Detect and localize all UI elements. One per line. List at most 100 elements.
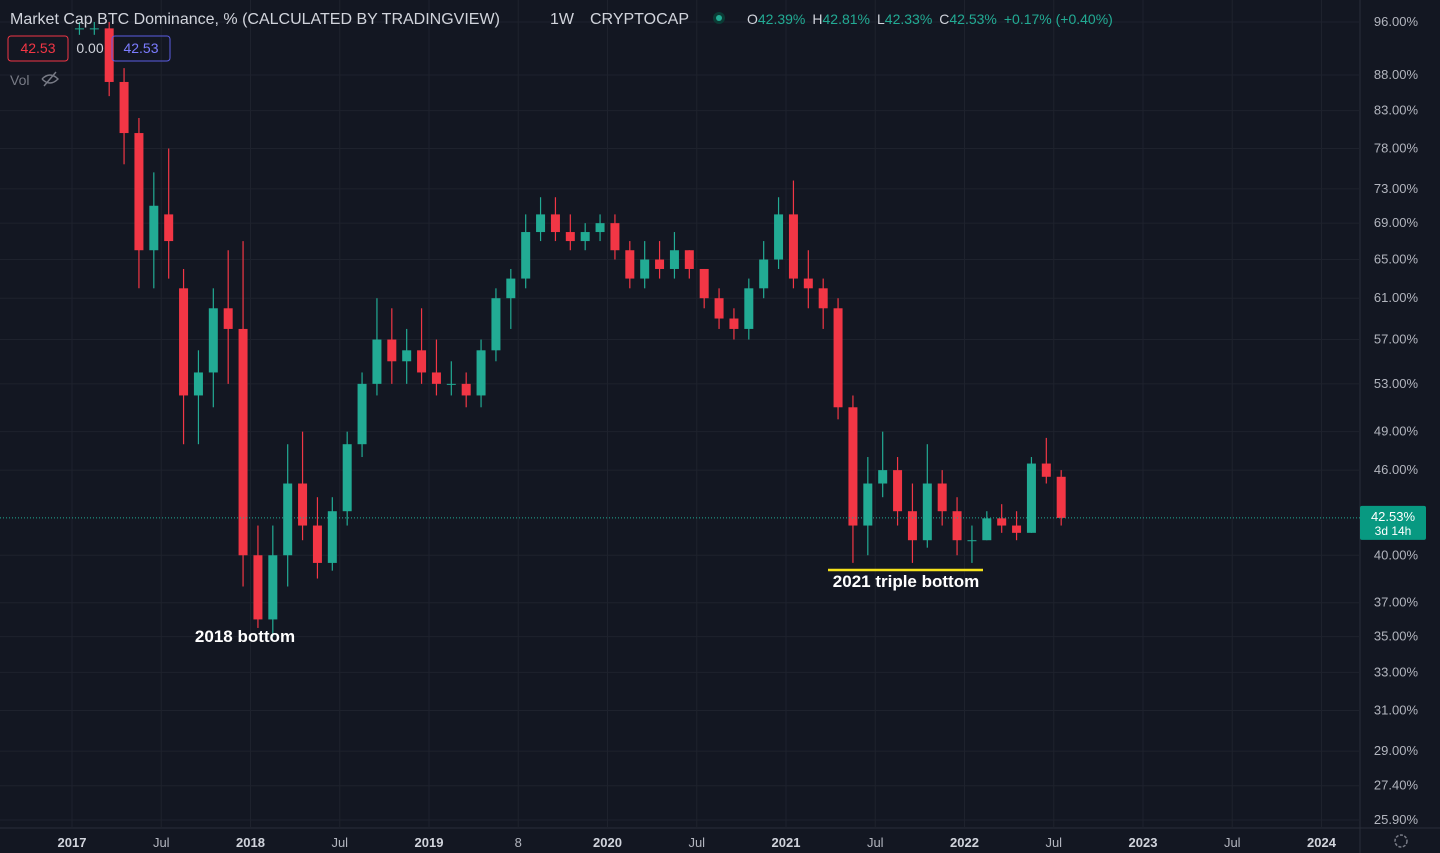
x-tick-label: 2024 [1307, 835, 1337, 850]
candle-body [208, 308, 218, 373]
ohlc-value: +0.17% (+0.40%) [1004, 11, 1113, 27]
candle-body [714, 298, 724, 319]
chart-title: Market Cap BTC Dominance, % (CALCULATED … [10, 11, 500, 28]
candle-body [134, 133, 144, 251]
x-tick-label: Jul [331, 835, 348, 850]
volume-label: Vol [10, 72, 29, 88]
y-tick-label: 27.40% [1374, 778, 1419, 793]
y-tick-label: 65.00% [1374, 252, 1419, 267]
exchange: CRYPTOCAP [590, 11, 689, 28]
candle-body [446, 383, 456, 385]
candle-body [74, 28, 84, 30]
y-tick-label: 61.00% [1374, 290, 1419, 305]
candle-body [179, 288, 189, 396]
candle-body [476, 350, 486, 396]
value-badge [7, 35, 69, 62]
y-tick-label: 83.00% [1374, 103, 1419, 118]
candle-body [744, 288, 754, 329]
candle-body [327, 511, 337, 563]
x-tick-label: 2018 [236, 835, 265, 850]
y-tick-label: 57.00% [1374, 332, 1419, 347]
candle-body [640, 259, 650, 279]
x-tick-label: 8 [515, 835, 522, 850]
candle-body [506, 278, 516, 299]
candle-body [803, 278, 813, 289]
candle-body [788, 214, 798, 279]
y-tick-label: 46.00% [1374, 462, 1419, 477]
candle-body [893, 470, 903, 512]
status-dot-inner [716, 15, 722, 21]
y-tick-label: 29.00% [1374, 743, 1419, 758]
x-tick-label: 2017 [58, 835, 87, 850]
candle-body [982, 518, 992, 541]
candle-body [818, 288, 828, 309]
ohlc-key: C [939, 11, 949, 27]
candle-body [699, 268, 709, 299]
annotation: 2018 bottom [195, 627, 295, 646]
grid [0, 0, 1360, 828]
candle-body [967, 540, 977, 542]
x-tick-label: 2023 [1129, 835, 1158, 850]
candle-body [268, 555, 278, 620]
candle-body [298, 483, 308, 526]
ohlc-value: 42.39% [758, 11, 805, 27]
y-tick-label: 33.00% [1374, 664, 1419, 679]
x-tick-label: 2022 [950, 835, 979, 850]
candle-body [1056, 476, 1066, 518]
value-badge-text: 0.00 [76, 40, 103, 56]
ohlc-value: 42.53% [949, 11, 996, 27]
candle-body [283, 483, 293, 556]
ohlc-key: H [812, 11, 822, 27]
candle-body [774, 214, 784, 260]
candle-body [580, 232, 590, 242]
x-tick-label: 2019 [415, 835, 444, 850]
candle-body [536, 214, 546, 233]
candle-body [595, 223, 605, 233]
candle-body [149, 205, 159, 251]
candle-body [89, 28, 99, 30]
candle-body [357, 383, 367, 445]
y-tick-label: 40.00% [1374, 547, 1419, 562]
last-price-box [1360, 505, 1426, 540]
value-badge-text: 42.53 [20, 40, 55, 56]
candle-body [491, 298, 501, 351]
candle-body [863, 483, 873, 526]
candles [74, 22, 1066, 637]
candle-body [431, 372, 441, 384]
candle-body [550, 214, 560, 233]
ohlc-value: 42.81% [823, 11, 870, 27]
candle-body [402, 350, 412, 362]
y-tick-label: 69.00% [1374, 215, 1419, 230]
interval: 1W [550, 11, 575, 28]
y-tick-label: 35.00% [1374, 629, 1419, 644]
candle-body [907, 511, 917, 541]
candle-body [104, 28, 114, 82]
candle-body [655, 259, 665, 269]
ohlc-value: 42.33% [885, 11, 932, 27]
candle-body [1041, 463, 1051, 477]
x-tick-label: Jul [688, 835, 705, 850]
y-tick-label: 88.00% [1374, 67, 1419, 82]
candle-body [223, 308, 233, 329]
candle-body [119, 81, 129, 134]
x-tick-label: 2021 [772, 835, 801, 850]
candle-body [253, 555, 263, 620]
annotation: 2021 triple bottom [833, 572, 979, 591]
candle-body [833, 308, 843, 408]
ohlc-key: L [877, 11, 885, 27]
candle-body [164, 214, 174, 242]
candle-body [565, 232, 575, 242]
y-tick-label: 96.00% [1374, 14, 1419, 29]
y-tick-label: 73.00% [1374, 181, 1419, 196]
candle-body [878, 470, 888, 484]
candle-body [937, 483, 947, 512]
x-tick-label: 2020 [593, 835, 622, 850]
value-badge [111, 35, 171, 62]
candle-body [521, 232, 531, 279]
value-badge-text: 42.53 [123, 40, 158, 56]
candle-body [1012, 525, 1022, 533]
candle-body [729, 318, 739, 329]
hide-icon [41, 71, 59, 87]
last-price-label: 42.53% [1371, 509, 1416, 524]
